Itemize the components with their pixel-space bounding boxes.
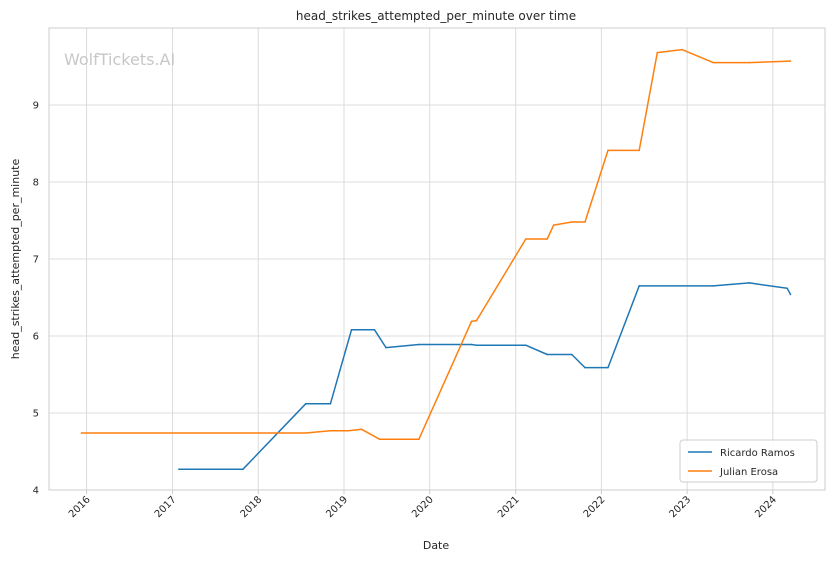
data-point-julian-erosa [360,428,363,431]
y-tick-label: 6 [33,332,39,343]
data-point-ricardo-ramos [638,285,640,287]
y-axis-label: head_strikes_attempted_per_minute [9,159,22,360]
data-point-ricardo-ramos [525,344,527,347]
data-point-julian-erosa [418,438,420,441]
data-point-ricardo-ramos [712,285,714,287]
y-tick-label: 7 [33,255,39,266]
x-tick-label: 2018 [239,494,265,520]
x-tick-label: 2020 [410,494,436,520]
data-point-julian-erosa [546,238,548,240]
data-point-ricardo-ramos [571,353,573,356]
data-point-julian-erosa [712,61,714,64]
x-axis-label: Date [423,539,450,552]
data-point-ricardo-ramos [546,353,548,356]
data-point-julian-erosa [80,432,83,434]
x-tick-labels: 2016 2017 2018 2019 2020 2021 2022 2023 2024 [67,490,779,520]
data-point-julian-erosa [347,429,350,432]
y-tick-labels: 4 5 6 7 8 9 [33,101,39,497]
data-point-ricardo-ramos [329,403,332,405]
data-point-julian-erosa [681,48,683,51]
data-point-ricardo-ramos [789,293,792,296]
chart-title: head_strikes_attempted_per_minute over t… [296,9,576,23]
legend-label-julian-erosa: Julian Erosa [719,467,778,478]
x-tick-label: 2016 [67,494,93,520]
data-point-julian-erosa [552,224,555,226]
data-point-julian-erosa [304,432,307,434]
data-point-ricardo-ramos [418,343,420,346]
x-tick-label: 2019 [324,494,350,520]
x-tick-label: 2024 [753,494,779,520]
x-tick-label: 2021 [496,494,522,520]
data-point-julian-erosa [656,51,659,54]
data-point-julian-erosa [584,221,586,223]
data-point-julian-erosa [475,319,478,322]
data-point-ricardo-ramos [350,329,353,331]
y-tick-label: 5 [33,409,39,420]
data-point-ricardo-ramos [373,329,376,331]
watermark: WolfTickets.AI [64,50,175,69]
x-tick-label: 2022 [582,494,608,520]
data-point-julian-erosa [525,238,527,240]
data-point-julian-erosa [378,438,381,441]
data-point-julian-erosa [329,429,332,432]
series-layer [80,48,792,471]
data-point-ricardo-ramos [786,287,788,290]
y-tick-label: 4 [33,486,39,497]
data-point-ricardo-ramos [304,403,307,405]
data-point-julian-erosa [470,320,473,323]
plot-frame [48,27,826,491]
data-point-julian-erosa [571,221,573,223]
data-point-ricardo-ramos [584,366,586,369]
data-point-ricardo-ramos [470,343,473,346]
data-point-ricardo-ramos [607,366,609,369]
data-point-julian-erosa [607,149,609,152]
legend-label-ricardo-ramos: Ricardo Ramos [720,448,795,459]
x-tick-label: 2017 [153,494,179,520]
y-tick-label: 8 [33,178,39,189]
y-tick-label: 9 [33,101,39,112]
series-line-ricardo-ramos [178,282,792,470]
data-point-julian-erosa [638,149,640,152]
data-point-ricardo-ramos [748,282,751,284]
data-point-ricardo-ramos [475,344,478,347]
data-point-julian-erosa [789,60,792,62]
data-point-ricardo-ramos [242,468,244,471]
x-tick-label: 2023 [667,494,693,520]
data-point-ricardo-ramos [178,468,180,471]
legend: Ricardo Ramos Julian Erosa [679,439,818,483]
data-point-ricardo-ramos [385,346,387,349]
data-point-julian-erosa [748,61,751,64]
legend-box [679,439,818,483]
